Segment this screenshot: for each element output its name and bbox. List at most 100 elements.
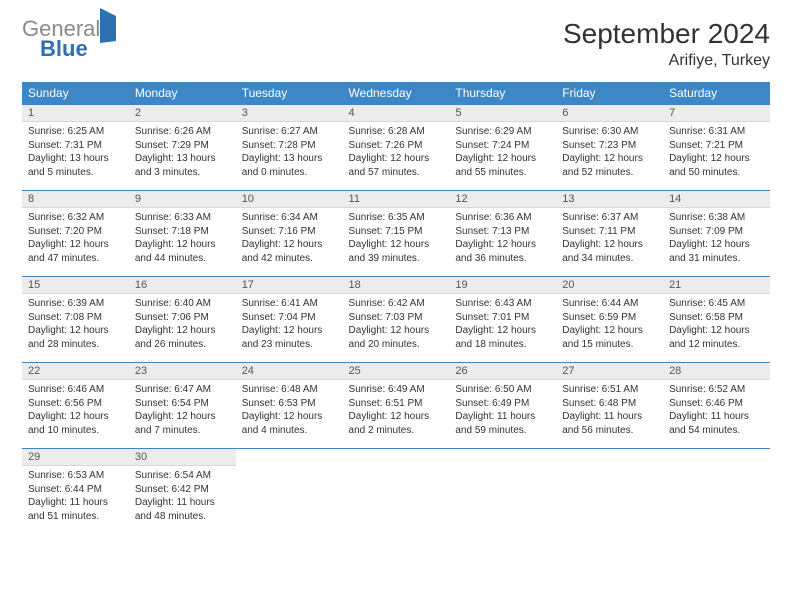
sunrise-line: Sunrise: 6:39 AM (28, 297, 123, 311)
day-header-sat: Saturday (663, 82, 770, 105)
daylight-line: Daylight: 12 hours and 42 minutes. (242, 238, 337, 265)
daynum-bar: 23 (129, 363, 236, 380)
sunrise-line: Sunrise: 6:33 AM (135, 211, 230, 225)
daynum-bar: 16 (129, 277, 236, 294)
sunrise-line: Sunrise: 6:37 AM (562, 211, 657, 225)
daynum-bar: 14 (663, 191, 770, 208)
day-cell: 27Sunrise: 6:51 AMSunset: 6:48 PMDayligh… (556, 363, 663, 449)
day-cell: 21Sunrise: 6:45 AMSunset: 6:58 PMDayligh… (663, 277, 770, 363)
daylight-line: Daylight: 12 hours and 44 minutes. (135, 238, 230, 265)
sunset-line: Sunset: 6:51 PM (349, 397, 444, 411)
sunset-line: Sunset: 7:23 PM (562, 139, 657, 153)
sunset-line: Sunset: 7:20 PM (28, 225, 123, 239)
week-row: 29Sunrise: 6:53 AMSunset: 6:44 PMDayligh… (22, 449, 770, 535)
daylight-line: Daylight: 12 hours and 2 minutes. (349, 410, 444, 437)
day-body-empty (663, 465, 770, 533)
day-cell: 13Sunrise: 6:37 AMSunset: 7:11 PMDayligh… (556, 191, 663, 277)
daylight-line: Daylight: 12 hours and 52 minutes. (562, 152, 657, 179)
day-body-empty (236, 465, 343, 533)
sunrise-line: Sunrise: 6:44 AM (562, 297, 657, 311)
day-cell: 7Sunrise: 6:31 AMSunset: 7:21 PMDaylight… (663, 105, 770, 191)
sunset-line: Sunset: 6:49 PM (455, 397, 550, 411)
sunrise-line: Sunrise: 6:45 AM (669, 297, 764, 311)
daylight-line: Daylight: 13 hours and 5 minutes. (28, 152, 123, 179)
sunrise-line: Sunrise: 6:32 AM (28, 211, 123, 225)
sunset-line: Sunset: 7:01 PM (455, 311, 550, 325)
daynum-bar: 30 (129, 449, 236, 466)
day-cell (556, 449, 663, 535)
sunset-line: Sunset: 7:04 PM (242, 311, 337, 325)
sunrise-line: Sunrise: 6:47 AM (135, 383, 230, 397)
day-cell: 1Sunrise: 6:25 AMSunset: 7:31 PMDaylight… (22, 105, 129, 191)
sunset-line: Sunset: 7:11 PM (562, 225, 657, 239)
week-row: 1Sunrise: 6:25 AMSunset: 7:31 PMDaylight… (22, 105, 770, 191)
day-header-row: Sunday Monday Tuesday Wednesday Thursday… (22, 82, 770, 105)
sunset-line: Sunset: 7:24 PM (455, 139, 550, 153)
sunrise-line: Sunrise: 6:49 AM (349, 383, 444, 397)
day-body: Sunrise: 6:48 AMSunset: 6:53 PMDaylight:… (236, 380, 343, 448)
sunset-line: Sunset: 6:44 PM (28, 483, 123, 497)
daylight-line: Daylight: 12 hours and 57 minutes. (349, 152, 444, 179)
page-header: General Blue September 2024 Arifiye, Tur… (22, 18, 770, 70)
daynum-bar: 18 (343, 277, 450, 294)
sunset-line: Sunset: 7:31 PM (28, 139, 123, 153)
day-body: Sunrise: 6:28 AMSunset: 7:26 PMDaylight:… (343, 122, 450, 190)
day-body: Sunrise: 6:33 AMSunset: 7:18 PMDaylight:… (129, 208, 236, 276)
sunset-line: Sunset: 6:48 PM (562, 397, 657, 411)
day-cell: 26Sunrise: 6:50 AMSunset: 6:49 PMDayligh… (449, 363, 556, 449)
day-cell: 17Sunrise: 6:41 AMSunset: 7:04 PMDayligh… (236, 277, 343, 363)
day-cell: 16Sunrise: 6:40 AMSunset: 7:06 PMDayligh… (129, 277, 236, 363)
day-body: Sunrise: 6:29 AMSunset: 7:24 PMDaylight:… (449, 122, 556, 190)
day-cell (343, 449, 450, 535)
sunrise-line: Sunrise: 6:27 AM (242, 125, 337, 139)
day-body: Sunrise: 6:49 AMSunset: 6:51 PMDaylight:… (343, 380, 450, 448)
day-cell: 24Sunrise: 6:48 AMSunset: 6:53 PMDayligh… (236, 363, 343, 449)
daylight-line: Daylight: 11 hours and 56 minutes. (562, 410, 657, 437)
day-cell: 28Sunrise: 6:52 AMSunset: 6:46 PMDayligh… (663, 363, 770, 449)
daynum-bar-empty (343, 449, 450, 465)
daynum-bar: 24 (236, 363, 343, 380)
month-title: September 2024 (563, 18, 770, 50)
daynum-bar: 9 (129, 191, 236, 208)
day-body: Sunrise: 6:38 AMSunset: 7:09 PMDaylight:… (663, 208, 770, 276)
day-body: Sunrise: 6:27 AMSunset: 7:28 PMDaylight:… (236, 122, 343, 190)
day-cell: 11Sunrise: 6:35 AMSunset: 7:15 PMDayligh… (343, 191, 450, 277)
day-body: Sunrise: 6:37 AMSunset: 7:11 PMDaylight:… (556, 208, 663, 276)
day-body-empty (449, 465, 556, 533)
day-body: Sunrise: 6:25 AMSunset: 7:31 PMDaylight:… (22, 122, 129, 190)
sunrise-line: Sunrise: 6:50 AM (455, 383, 550, 397)
week-row: 15Sunrise: 6:39 AMSunset: 7:08 PMDayligh… (22, 277, 770, 363)
brand-triangle-icon (100, 8, 116, 43)
sunset-line: Sunset: 7:21 PM (669, 139, 764, 153)
day-cell: 12Sunrise: 6:36 AMSunset: 7:13 PMDayligh… (449, 191, 556, 277)
day-body: Sunrise: 6:26 AMSunset: 7:29 PMDaylight:… (129, 122, 236, 190)
daylight-line: Daylight: 11 hours and 54 minutes. (669, 410, 764, 437)
day-cell: 4Sunrise: 6:28 AMSunset: 7:26 PMDaylight… (343, 105, 450, 191)
daynum-bar: 8 (22, 191, 129, 208)
day-cell: 25Sunrise: 6:49 AMSunset: 6:51 PMDayligh… (343, 363, 450, 449)
sunset-line: Sunset: 6:56 PM (28, 397, 123, 411)
brand-logo: General Blue (22, 18, 116, 60)
day-body-empty (343, 465, 450, 533)
day-header-mon: Monday (129, 82, 236, 105)
day-cell: 14Sunrise: 6:38 AMSunset: 7:09 PMDayligh… (663, 191, 770, 277)
sunrise-line: Sunrise: 6:54 AM (135, 469, 230, 483)
day-body: Sunrise: 6:45 AMSunset: 6:58 PMDaylight:… (663, 294, 770, 362)
day-body: Sunrise: 6:35 AMSunset: 7:15 PMDaylight:… (343, 208, 450, 276)
sunrise-line: Sunrise: 6:48 AM (242, 383, 337, 397)
location: Arifiye, Turkey (563, 52, 770, 70)
daylight-line: Daylight: 12 hours and 34 minutes. (562, 238, 657, 265)
daylight-line: Daylight: 12 hours and 20 minutes. (349, 324, 444, 351)
sunrise-line: Sunrise: 6:43 AM (455, 297, 550, 311)
sunrise-line: Sunrise: 6:30 AM (562, 125, 657, 139)
daylight-line: Daylight: 13 hours and 3 minutes. (135, 152, 230, 179)
sunset-line: Sunset: 7:15 PM (349, 225, 444, 239)
daynum-bar: 5 (449, 105, 556, 122)
daynum-bar: 26 (449, 363, 556, 380)
day-header-sun: Sunday (22, 82, 129, 105)
day-body: Sunrise: 6:30 AMSunset: 7:23 PMDaylight:… (556, 122, 663, 190)
day-cell (663, 449, 770, 535)
day-cell: 10Sunrise: 6:34 AMSunset: 7:16 PMDayligh… (236, 191, 343, 277)
daylight-line: Daylight: 12 hours and 36 minutes. (455, 238, 550, 265)
sunrise-line: Sunrise: 6:38 AM (669, 211, 764, 225)
